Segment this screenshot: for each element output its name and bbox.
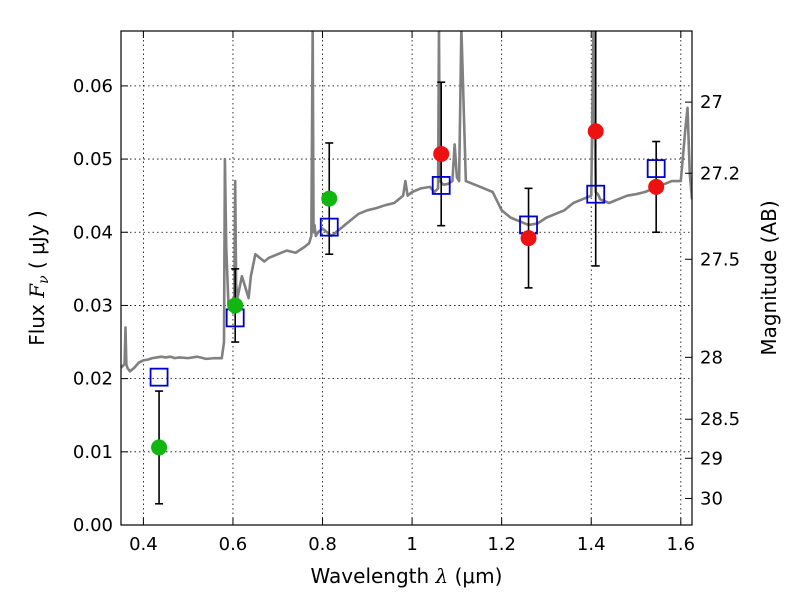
grid: [121, 31, 692, 526]
model-photometry-square: [586, 184, 606, 204]
y2-tick-label: 27.2: [700, 163, 740, 184]
y-tick-label: 0.01: [73, 442, 113, 463]
x-tick-label: 1.4: [577, 534, 606, 555]
y-tick-label: 0.06: [73, 76, 113, 97]
x-tick-label: 1: [406, 534, 417, 555]
model-photometry-square: [149, 367, 169, 387]
plot-area: [121, 31, 692, 505]
model-photometry-square: [431, 176, 451, 195]
y-axis-label: Flux Fν ( μJy ): [25, 210, 52, 346]
y-tick-label: 0.04: [73, 222, 113, 243]
plot-frame: [120, 30, 693, 526]
model-photometry-square: [319, 217, 339, 237]
green-data-point: [321, 190, 338, 207]
y2-tick-label: 27.5: [700, 249, 740, 270]
y2-tick-label: 28: [700, 347, 723, 368]
y-tick-label: 0.03: [73, 295, 113, 316]
x-tick-label: 0.8: [308, 534, 337, 555]
y2-axis-label: Magnitude (AB): [757, 200, 781, 355]
model-spectrum-line: [121, 31, 692, 373]
y2-tick-label: 28.5: [700, 409, 740, 430]
y2-tick-label: 30: [700, 488, 723, 509]
x-tick-label: 0.6: [219, 534, 248, 555]
y-tick-label: 0.05: [73, 149, 113, 170]
y-tick-label: 0.00: [73, 515, 113, 536]
x-tick-label: 0.4: [129, 534, 158, 555]
y2-tick-label: 29: [700, 448, 723, 469]
red-data-point: [648, 178, 665, 195]
green-data-point: [227, 297, 244, 314]
model-photometry-square: [646, 159, 666, 178]
axis-labels: 0.4 0.6 0.8 1 1.2 1.4 1.6 0.00 0.01 0.02 0.03 0.04 0…: [25, 76, 781, 588]
green-data-point: [151, 439, 168, 456]
y2-tick-label: 27: [700, 92, 723, 113]
x-tick-label: 1.6: [666, 534, 695, 555]
x-tick-label: 1.2: [487, 534, 516, 555]
red-data-point: [587, 123, 604, 140]
red-data-point: [433, 145, 450, 162]
x-axis-label: Wavelength λ (μm): [311, 564, 503, 588]
axes: [120, 30, 693, 526]
y-tick-label: 0.02: [73, 369, 113, 390]
red-data-point: [520, 230, 537, 247]
